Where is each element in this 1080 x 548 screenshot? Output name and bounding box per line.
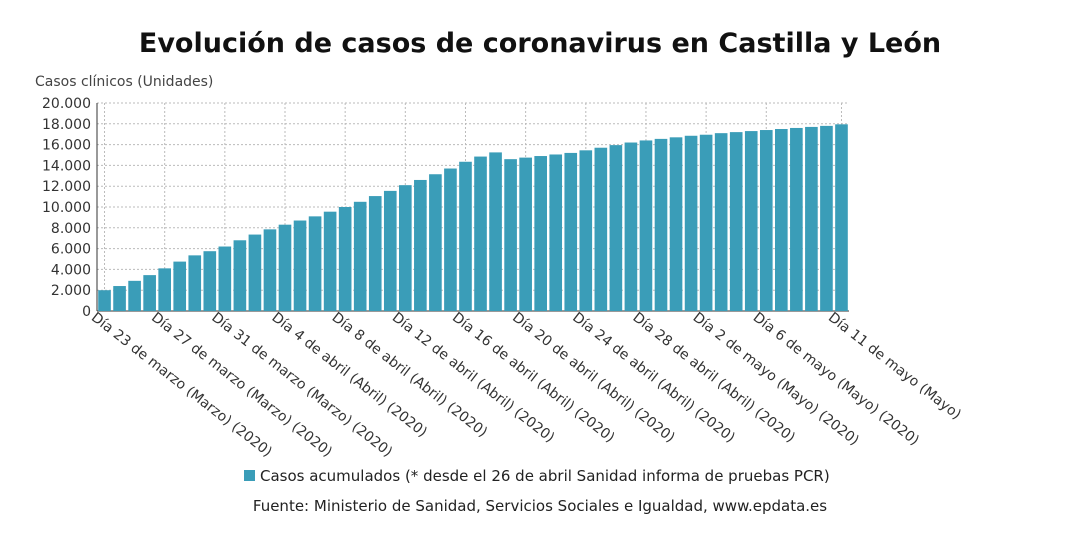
bar [699,134,713,311]
bar [128,280,141,311]
bar [504,159,517,311]
bar [759,130,773,311]
bar [790,127,803,312]
bar [414,179,427,311]
y-tick-label: 10.000 [42,200,91,216]
bar [489,152,502,311]
y-tick-label: 20.000 [42,96,91,112]
bar [775,129,788,311]
bar [338,207,352,311]
bar [293,220,307,311]
bar [579,150,593,311]
y-tick-label: 8.000 [51,221,91,237]
y-tick-label: 16.000 [42,138,91,154]
bar [519,157,532,311]
y-tick-label: 12.000 [42,179,91,195]
bar [113,286,126,311]
bar [98,290,111,311]
legend-swatch [244,470,255,481]
bar [714,133,728,311]
bar [684,135,698,311]
source: Fuente: Ministerio de Sanidad, Servicios… [253,497,827,515]
bar [233,240,247,311]
bar [203,251,217,311]
bar [263,229,277,311]
bar [729,132,743,311]
bar [218,246,232,311]
bar [534,156,547,311]
y-tick-label: 4.000 [51,262,91,278]
bar [459,161,472,311]
bar [368,196,382,311]
bar [549,154,563,311]
bar [158,268,171,311]
x-tick-label: Día 11 de mayo (Mayo) [825,310,964,423]
y-tick-label: 14.000 [42,158,91,174]
y-tick-label: 0 [82,304,91,320]
bar [444,168,457,311]
bar [173,261,187,311]
legend-label: Casos acumulados (* desde el 26 de abril… [260,467,830,485]
bar [248,234,262,311]
bar [429,174,442,311]
bar [805,126,818,311]
y-tick-label: 18.000 [42,117,91,133]
bar [639,140,653,311]
bar [278,224,292,311]
bar [744,131,758,311]
y-tick-label: 6.000 [51,242,91,258]
bar [669,137,683,311]
bar [564,152,578,311]
bar [383,190,397,311]
chart-title: Evolución de casos de coronavirus en Cas… [139,28,941,59]
bar [835,124,848,311]
bar [820,125,833,311]
y-tick-label: 2.000 [51,283,91,299]
bar [399,185,412,311]
bar [624,142,638,311]
bar [308,216,322,311]
bar [188,255,202,311]
bar [594,147,608,311]
bar [609,145,623,311]
y-axis-title: Casos clínicos (Unidades) [35,74,213,90]
bar [323,211,337,311]
bar [353,201,367,311]
bar [143,275,156,311]
bar [654,138,668,311]
bar [474,156,487,311]
